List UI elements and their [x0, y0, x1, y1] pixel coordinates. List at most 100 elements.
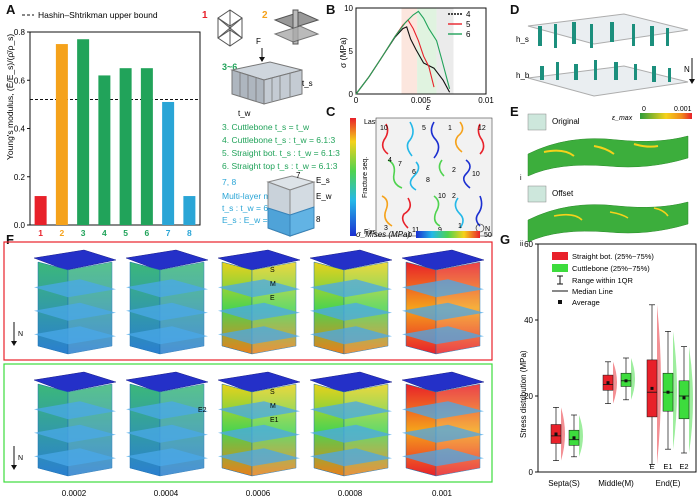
crack-number: 12 — [478, 125, 486, 132]
crack-number: 11 — [412, 227, 419, 234]
note-e8: 8 — [316, 215, 321, 224]
panel-e-cbar-max: 0.001 — [674, 106, 692, 113]
svg-text:Average: Average — [572, 298, 600, 307]
box-ende-4 — [646, 304, 661, 465]
a-ytick-label: 0.0 — [14, 221, 26, 230]
sub-label: E — [649, 462, 654, 471]
strain-label: 0.0004 — [154, 489, 179, 498]
panel-d-hb: h_b — [516, 71, 530, 80]
bar-label-4: 4 — [102, 228, 107, 238]
crack-number: 6 — [412, 169, 416, 176]
svg-text:N: N — [18, 455, 23, 462]
panel-e-cbar-label: ε_max — [612, 115, 633, 122]
svg-text:S: S — [270, 267, 275, 274]
panel-a-schematics: 1 2 3~6 F t_s t_w 3. Cuttlebone t_s = t_… — [202, 9, 340, 237]
legend-multilayer: Multi-layer model — [222, 191, 287, 201]
cbar-last: Last — [364, 119, 377, 126]
bar-label-8: 8 — [187, 228, 192, 238]
note-ew: E_w — [316, 192, 332, 201]
panel-f-cbar-min: 0 — [408, 232, 412, 239]
crack-number: 10 — [438, 193, 446, 200]
a-ytick-label: 0.6 — [14, 76, 26, 85]
legend-item-6: 6. Straight top t_s : t_w = 6.1:3 — [222, 161, 338, 171]
panel-f-cbar-label: σ_Mises (MPa) — [356, 230, 411, 239]
panel-e-colorbar — [640, 113, 692, 119]
sub-label: E2 — [679, 462, 688, 471]
mises-block-straight-5 — [401, 249, 485, 355]
mises-block-straight-4 — [309, 249, 393, 355]
multilayer-model-icon — [266, 175, 316, 237]
strain-label: 0.001 — [432, 489, 453, 498]
panel-b-ylabel: σ (MPa) — [338, 37, 348, 68]
panel-label-b: B — [326, 2, 336, 17]
b-ytick-label: 10 — [344, 4, 353, 13]
note-1: 1 — [202, 10, 208, 21]
fracture-colorbar — [350, 118, 356, 236]
box-middlem-3 — [620, 357, 635, 401]
bar-label-3: 3 — [81, 228, 86, 238]
strain-surface-original — [527, 135, 689, 177]
note-3-6: 3~6 — [222, 62, 237, 72]
octet-lattice-icon — [217, 9, 243, 47]
b-xtick-label: 0.01 — [478, 96, 494, 105]
panel-c-north: N — [485, 226, 490, 233]
mises-block-cuttle-1 — [33, 371, 117, 477]
crack-order-labels: 10 5 1 12 47 6 2 10 8 10 2 3 11 9 1 — [380, 125, 486, 234]
crack-number: 2 — [452, 167, 456, 174]
box-septas-0 — [550, 407, 565, 461]
crack-number: 2 — [452, 193, 456, 200]
crack-number: 10 — [472, 171, 480, 178]
group-label: End(E) — [656, 479, 681, 488]
legend-hs-text: Hashin–Shtrikman upper bound — [38, 10, 158, 20]
svg-text:Range within 1QR: Range within 1QR — [572, 276, 633, 285]
series-line-6 — [355, 10, 451, 95]
legend-item-3: 3. Cuttlebone t_s = t_w — [222, 122, 310, 132]
bar-4 — [98, 75, 111, 225]
fracture-cracks — [381, 121, 485, 229]
bar-label-5: 5 — [123, 228, 128, 238]
cuttlebone-frame — [3, 363, 493, 483]
box-septas-1 — [568, 414, 583, 458]
g-ytick-label: 0 — [529, 468, 534, 477]
mises-block-cuttle-5 — [401, 371, 485, 477]
septa-block-icon — [230, 61, 303, 105]
b-xtick-label: 0.005 — [411, 96, 432, 105]
crack-number: 10 — [380, 125, 388, 132]
panel-f-north-top: N — [11, 322, 23, 346]
panel-label-e: E — [510, 104, 519, 119]
cbar-first: First — [364, 229, 378, 236]
strain-label: 0.0002 — [62, 489, 87, 498]
force-arrow-head — [259, 57, 265, 62]
panel-e-i: i — [520, 175, 522, 182]
note-ts: t_s — [302, 79, 313, 88]
panel-a-chart: 0.0 0.2 0.4 0.6 0.8 Hashin–Shtrikman upper b… — [5, 10, 201, 238]
g-ytick-label: 20 — [524, 392, 533, 401]
top-row-labels: S M E — [270, 267, 276, 302]
crack-number: 4 — [388, 157, 392, 164]
offset-thumb — [527, 185, 547, 203]
bar-6 — [140, 68, 153, 225]
panel-f-mises: σ_Mises (MPa) 0 50 S M E S M E1 E2 N N 0… — [3, 230, 493, 498]
strain-hotspots-original — [543, 143, 659, 157]
cbar-mid: Fracture seq. — [362, 157, 369, 198]
plate-lattice-icon — [273, 9, 320, 45]
g-ytick-label: 40 — [524, 316, 533, 325]
panel-label-d: D — [510, 2, 520, 17]
bar-label-7: 7 — [166, 228, 171, 238]
mises-block-cuttle-3 — [217, 371, 301, 477]
note-force: F — [256, 37, 261, 46]
bottom-septa — [540, 60, 671, 82]
panel-b-frame — [355, 7, 487, 95]
legend-item-4: 4. Cuttlebone t_s : t_w = 6.1:3 — [222, 135, 335, 145]
group-label: Septa(S) — [548, 479, 580, 488]
panel-e-ii: ii — [520, 241, 524, 248]
b-ytick-label: 0 — [349, 90, 354, 99]
panel-f-north-bottom: N — [11, 446, 23, 470]
svg-text:E2: E2 — [198, 407, 207, 414]
note-es: E_s — [316, 176, 330, 185]
legend-item-5: 5. Straight bot. t_s : t_w = 6.1:3 — [222, 148, 340, 158]
legend-label-6: 6 — [466, 30, 471, 39]
panel-f-cbar-max: 50 — [484, 232, 492, 239]
g-ytick-label: 60 — [524, 240, 533, 249]
